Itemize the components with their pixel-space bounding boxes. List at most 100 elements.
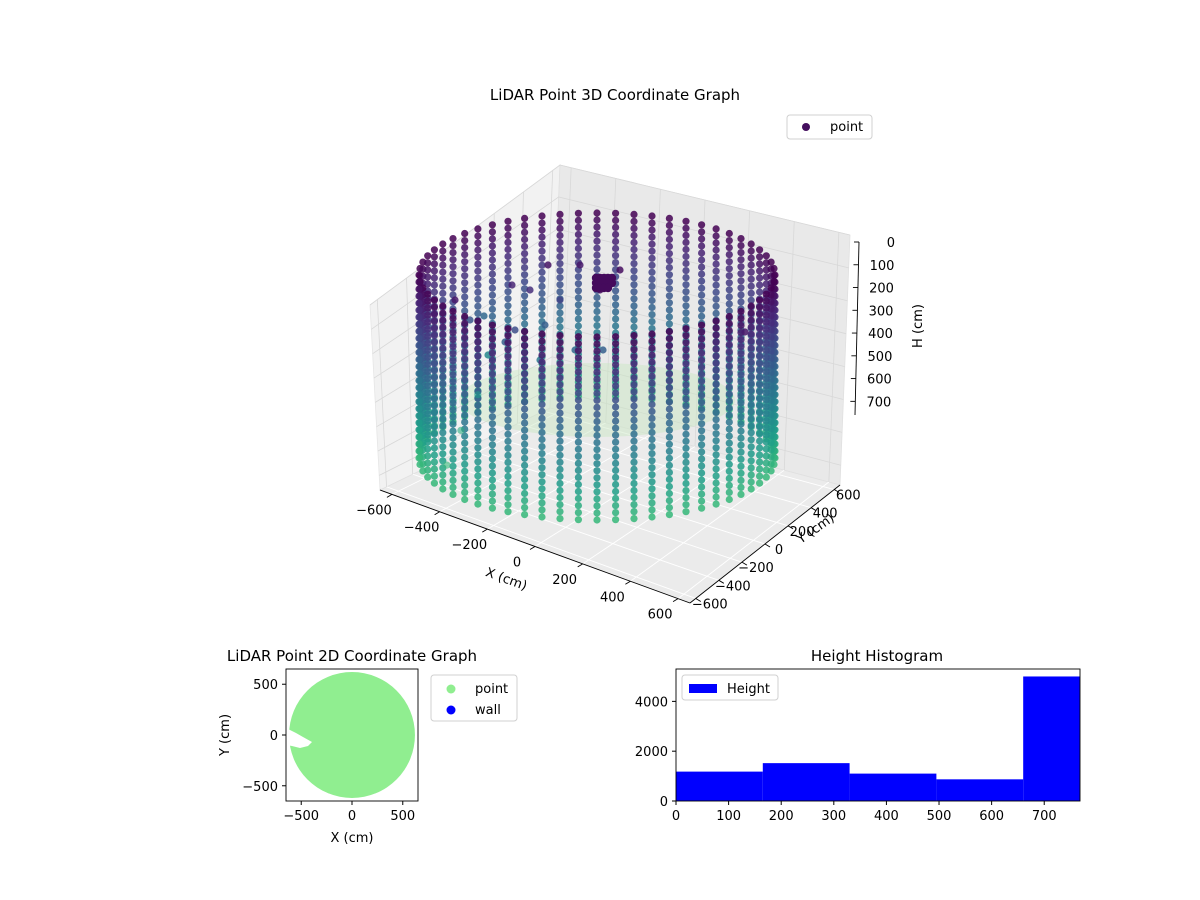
data-point [612,502,620,510]
data-point [612,473,620,481]
data-point [504,245,512,254]
x-tick-3d [482,528,488,533]
data-point [521,264,529,272]
data-point [648,485,656,493]
data-point [630,479,638,488]
data-point [521,419,529,427]
x-axis-label-2d: X (cm) [331,831,374,846]
chart-2d-ticks: −500 0 500 −500 0 500 [242,678,415,824]
data-point [712,274,720,282]
data-point [556,332,564,340]
data-point [682,381,690,389]
data-point [556,260,564,268]
data-point [725,418,733,426]
data-point [574,340,583,348]
data-point [415,292,423,300]
legend-3d-marker [802,123,810,131]
data-point [648,226,656,234]
data-point [712,352,720,360]
data-point [737,343,745,351]
data-point [756,281,764,289]
data-point [665,214,674,222]
data-point [725,265,733,273]
data-point [449,378,457,386]
data-point [474,465,482,473]
data-point [593,396,601,404]
data-point [474,260,482,268]
data-point [504,360,512,368]
scan-column-front [504,325,512,516]
chart-3d-axes: −600−400−2000200400600−600−400−200020040… [356,236,895,623]
data-point [612,452,620,460]
data-point [556,210,564,218]
data-point [415,398,423,406]
data-point [630,367,638,375]
data-point [538,435,546,444]
data-point [474,317,482,325]
data-point [762,424,770,432]
data-point [698,462,706,470]
data-point [698,434,706,442]
data-point [488,455,496,463]
data-point [712,246,720,254]
data-point [424,266,432,274]
data-point [449,256,457,264]
scan-column-front [682,325,690,516]
h-tick-label-3d: 300 [869,304,894,319]
data-point [449,336,457,344]
data-point [593,209,601,217]
data-point [488,377,496,386]
data-point [725,432,733,440]
chart-3d-scatter: LiDAR Point 3D Coordinate Graph −600 −400… [356,86,926,623]
data-point [593,354,601,362]
data-point [747,471,755,479]
data-point [474,451,482,459]
data-point [504,274,512,282]
y-tick-label-3d: 200 [790,525,815,540]
data-point [737,307,745,315]
data-point [747,457,755,465]
histogram-bar [936,779,1024,801]
data-point [630,316,638,324]
data-point [430,288,438,296]
data-point [612,252,620,260]
data-point [682,231,690,239]
data-point [488,370,496,378]
data-point [449,270,457,278]
data-point [762,396,770,404]
gridline [386,486,696,599]
data-point [756,352,764,361]
data-point [556,388,564,396]
data-point [712,479,720,487]
data-point [415,391,423,399]
data-point [756,423,764,431]
data-point [430,267,438,275]
data-point [556,472,564,480]
data-point [593,375,601,383]
data-point [574,333,583,341]
y-tick-3d [810,507,817,512]
data-point [756,360,764,368]
data-point [698,469,706,477]
data-point [665,454,674,462]
data-point [461,319,469,328]
data-point [612,209,620,217]
data-point [712,409,720,417]
data-point [488,321,496,329]
gridline [828,232,840,483]
data-point [439,450,447,458]
data-point [488,235,496,243]
data-point [556,296,564,304]
data-point [612,244,620,253]
data-point [574,452,583,460]
data-point [461,446,469,454]
data-point [461,237,469,245]
data-point [712,430,720,438]
data-point [648,464,656,472]
data-point [521,489,529,498]
data-point [504,423,512,431]
data-point [698,291,706,299]
x-tick-3d [672,598,679,603]
data-point [747,386,755,395]
data-point [630,274,638,282]
